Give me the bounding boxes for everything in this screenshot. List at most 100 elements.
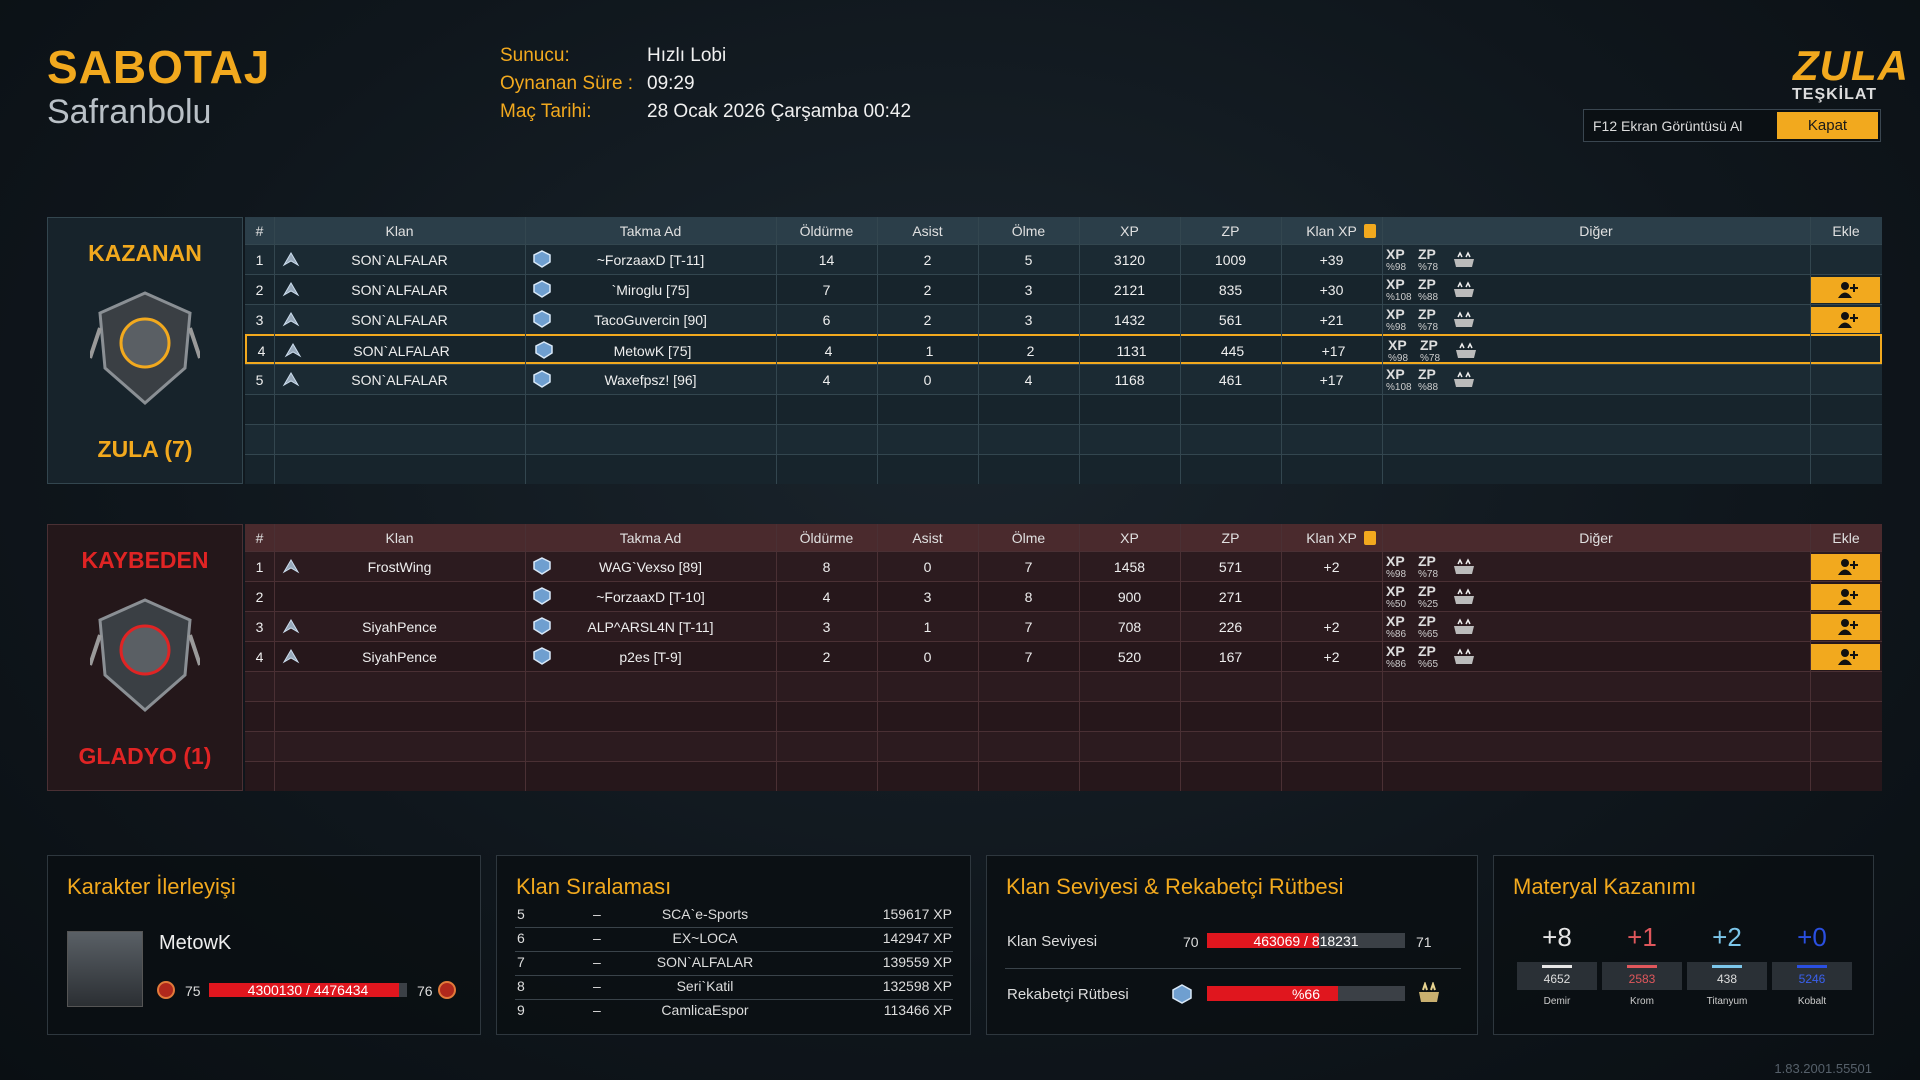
bonus-value: %98 bbox=[1386, 262, 1407, 273]
progress-bar: %66 bbox=[1207, 985, 1405, 1002]
bonus-label: XP bbox=[1388, 337, 1407, 353]
cell-kills: 4 bbox=[824, 343, 833, 359]
bonus-label: ZP bbox=[1420, 337, 1438, 353]
column-header: Asist bbox=[912, 530, 943, 546]
info-label: Sunucu: bbox=[500, 45, 570, 66]
material-gain: +2 bbox=[1712, 922, 1742, 952]
bonus-label: XP bbox=[1386, 613, 1405, 629]
screenshot-button[interactable]: F12 Ekran Görüntüsü Al bbox=[1593, 118, 1743, 134]
cell-zp: 445 bbox=[1220, 343, 1245, 359]
cell-rank: 4 bbox=[255, 649, 264, 665]
progress-fill bbox=[1207, 933, 1320, 948]
team-name: GLADYO (1) bbox=[78, 743, 212, 769]
score-table: # Klan Takma Ad Öldürme Asist Ölme XP ZP Klan XP… bbox=[245, 524, 1882, 791]
cell-deaths: 2 bbox=[1026, 343, 1035, 359]
progress-label: %66 bbox=[1291, 985, 1321, 1002]
clan-level: 70 bbox=[1183, 934, 1199, 950]
cell-assists: 3 bbox=[923, 589, 932, 605]
cell-nick: TacoGuvercin [90] bbox=[594, 312, 707, 328]
ranking-clan: CamlicaEspor bbox=[661, 1002, 749, 1018]
cell-zp: 835 bbox=[1218, 282, 1243, 298]
bonus-label: ZP bbox=[1418, 583, 1436, 599]
cell-nick: MetowK [75] bbox=[613, 343, 692, 359]
cell-kills: 4 bbox=[822, 589, 831, 605]
rank-icon bbox=[533, 280, 551, 298]
column-header: # bbox=[255, 223, 264, 239]
cell-clan-xp: +2 bbox=[1323, 559, 1340, 575]
panel-divider bbox=[1005, 968, 1461, 969]
bonus-value: %78 bbox=[1420, 353, 1441, 364]
column-divider bbox=[1382, 524, 1383, 791]
cell-nick: p2es [T-9] bbox=[619, 649, 682, 665]
bonus-value: %78 bbox=[1418, 262, 1439, 273]
cell-clan: SON`ALFALAR bbox=[351, 312, 448, 328]
ranking-rank: 6 bbox=[517, 930, 525, 946]
bonus-value: %86 bbox=[1386, 659, 1407, 670]
bonus-value: %108 bbox=[1386, 292, 1412, 303]
cell-zp: 167 bbox=[1218, 649, 1243, 665]
table-row bbox=[245, 394, 1882, 424]
rank-badge bbox=[1454, 371, 1474, 387]
cell-nick: ALP^ARSL4N [T-11] bbox=[587, 619, 714, 635]
ranking-clan: EX~LOCA bbox=[672, 930, 738, 946]
rank-badge bbox=[1454, 251, 1474, 267]
material-name: Demir bbox=[1543, 996, 1571, 1007]
rank-icon bbox=[533, 647, 551, 665]
rank-badge bbox=[1456, 342, 1476, 358]
add-friend-button[interactable] bbox=[1811, 614, 1880, 640]
cell-nick: `Miroglu [75] bbox=[611, 282, 690, 298]
next-level: 76 bbox=[417, 983, 433, 999]
level-icon bbox=[157, 981, 175, 999]
cell-nick: WAG`Vexso [89] bbox=[599, 559, 702, 575]
column-divider bbox=[525, 524, 526, 791]
ranking-divider bbox=[515, 927, 953, 928]
cell-clan: SON`ALFALAR bbox=[353, 343, 450, 359]
rank-icon bbox=[533, 617, 551, 635]
ranking-rank: 7 bbox=[517, 954, 525, 970]
ranking-xp: 139559 XP bbox=[882, 954, 952, 970]
bonus-value: %98 bbox=[1386, 322, 1407, 333]
material-total: 438 bbox=[1716, 972, 1738, 986]
close-button[interactable]: Kapat bbox=[1777, 112, 1878, 139]
material-gain: +0 bbox=[1797, 922, 1827, 952]
cell-deaths: 7 bbox=[1024, 559, 1033, 575]
table-row: 1 FrostWing WAG`Vexso [89] 8 0 7 1458 571 +2 XP %9… bbox=[245, 551, 1882, 581]
cell-assists: 0 bbox=[923, 559, 932, 575]
bonus-value: %86 bbox=[1386, 629, 1407, 640]
clan-icon bbox=[282, 559, 300, 574]
column-header: ZP bbox=[1221, 530, 1240, 546]
ranking-change: – bbox=[593, 1002, 601, 1018]
info-label: Maç Tarihi: bbox=[500, 101, 592, 122]
clan-icon bbox=[282, 252, 300, 267]
add-friend-button[interactable] bbox=[1811, 644, 1880, 670]
rank-icon bbox=[533, 587, 551, 605]
add-friend-icon bbox=[1838, 559, 1858, 575]
table-row: 3 SON`ALFALAR TacoGuvercin [90] 6 2 3 1432 561 +… bbox=[245, 304, 1882, 334]
cell-kills: 7 bbox=[822, 282, 831, 298]
cell-nick: ~ForzaaxD [T-11] bbox=[596, 252, 705, 268]
cell-xp: 1168 bbox=[1114, 372, 1145, 388]
panel-title: Klan Sıralaması bbox=[516, 874, 672, 899]
column-header: Klan bbox=[385, 530, 414, 546]
column-header: Öldürme bbox=[799, 223, 854, 239]
info-panel: Klan Sıralaması 5 – SCA`e-Sports 159617 XP 6 –… bbox=[496, 855, 971, 1035]
cell-xp: 3120 bbox=[1113, 252, 1146, 268]
add-friend-button[interactable] bbox=[1811, 307, 1880, 333]
clan-icon bbox=[282, 649, 300, 664]
column-header: # bbox=[255, 530, 264, 546]
cell-rank: 4 bbox=[257, 343, 266, 359]
add-friend-icon bbox=[1838, 589, 1858, 605]
add-friend-button[interactable] bbox=[1811, 584, 1880, 610]
cell-kills: 8 bbox=[822, 559, 831, 575]
material-color-bar bbox=[1797, 965, 1827, 968]
add-friend-button[interactable] bbox=[1811, 554, 1880, 580]
ranking-change: – bbox=[593, 954, 601, 970]
cell-clan-xp: +17 bbox=[1321, 343, 1346, 359]
column-divider bbox=[1281, 217, 1282, 484]
team-panel: KAYBEDEN GLADYO (1) bbox=[47, 524, 243, 791]
cell-clan: FrostWing bbox=[367, 559, 432, 575]
add-friend-button[interactable] bbox=[1811, 277, 1880, 303]
material-total: 4652 bbox=[1543, 972, 1571, 986]
column-divider bbox=[274, 524, 275, 791]
progress-fill bbox=[1207, 986, 1338, 1001]
